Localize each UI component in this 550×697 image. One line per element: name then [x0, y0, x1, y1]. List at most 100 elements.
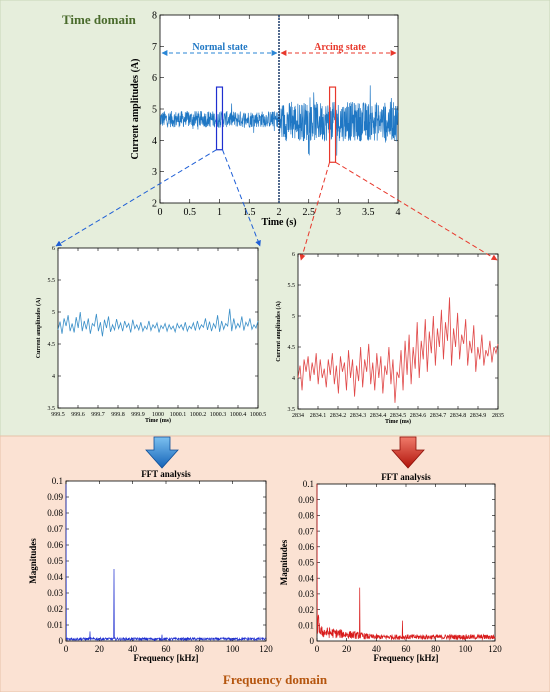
- y-tick-label: 0.1: [52, 476, 63, 486]
- zoom-connector-left: [55, 149, 217, 247]
- x-tick-label: 120: [259, 644, 273, 654]
- y-tick-label: 7: [152, 42, 157, 53]
- y-tick-label: 0.07: [47, 524, 63, 534]
- chart-title: FFT analysis: [381, 472, 431, 482]
- chart-title: FFT analysis: [141, 469, 191, 479]
- x-tick-label: 0: [158, 207, 163, 218]
- red-down-arrow-icon: [391, 436, 425, 469]
- x-tick-label: 2834.9: [470, 413, 487, 419]
- y-axis-label: Current amplitudes (A): [275, 301, 282, 362]
- y-tick-label: 5.5: [48, 278, 56, 284]
- plot-area: [316, 483, 496, 642]
- blue-down-arrow-icon: [145, 436, 179, 469]
- x-tick-label: 40: [128, 644, 138, 654]
- x-tick-label: 2834.5: [390, 413, 407, 419]
- y-tick-label: 6: [292, 252, 295, 258]
- fft-arcing-chart: 0 20 40 60 80 100 120 0 0.01 0.02 0.03 0.04 0.05 0.06…: [279, 472, 502, 663]
- y-tick-label: 0: [310, 636, 315, 646]
- x-tick-label: 999.7: [91, 412, 105, 418]
- x-tick-label: 60: [162, 644, 172, 654]
- x-tick-label: 100: [226, 644, 240, 654]
- x-tick-label: 2834.7: [430, 413, 447, 419]
- x-tick-label: 1000.2: [190, 412, 207, 418]
- x-tick-label: 999.8: [111, 412, 125, 418]
- y-tick-label: 0.04: [47, 572, 63, 582]
- x-tick-label: 1000.1: [170, 412, 187, 418]
- normal-state-label: Normal state: [192, 42, 248, 53]
- y-tick-label: 4: [52, 374, 55, 380]
- y-tick-label: 0.02: [298, 605, 314, 615]
- y-tick-label: 8: [152, 11, 157, 22]
- x-tick-label: 2834.8: [450, 413, 467, 419]
- zoom-connector-left: [299, 162, 331, 261]
- x-tick-label: 0.5: [184, 207, 197, 218]
- series-line: [159, 103, 280, 133]
- y-axis-label: Magnitudes: [279, 539, 289, 585]
- x-tick-label: 2834.4: [370, 413, 387, 419]
- y-tick-label: 0.08: [47, 508, 63, 518]
- x-tick-label: 1000: [152, 412, 164, 418]
- y-tick-label: 4.5: [288, 345, 296, 351]
- y-tick-label: 0.1: [303, 479, 314, 489]
- x-tick-label: 1000.4: [230, 412, 247, 418]
- y-tick-label: 0.03: [47, 588, 63, 598]
- normal-highlight-window: [215, 86, 224, 151]
- frequency-domain-title: Frequency domain: [223, 672, 328, 687]
- y-tick-label: 0.01: [47, 620, 63, 630]
- y-tick-label: 5: [52, 310, 55, 316]
- series-line: [65, 484, 267, 642]
- x-tick-label: 20: [342, 644, 352, 654]
- x-tick-label: 999.6: [71, 412, 85, 418]
- series-line: [316, 483, 496, 641]
- x-tick-label: 1000.5: [250, 412, 267, 418]
- x-tick-label: 60: [402, 644, 412, 654]
- x-axis-label: Frequency [kHz]: [133, 653, 198, 663]
- y-tick-label: 3.5: [48, 406, 56, 412]
- y-tick-label: 4.5: [48, 342, 56, 348]
- y-tick-label: 6: [152, 73, 157, 84]
- x-tick-label: 100: [459, 644, 473, 654]
- x-tick-label: 2.5: [303, 207, 316, 218]
- x-tick-label: 3: [336, 207, 341, 218]
- y-tick-label: 3: [152, 167, 157, 178]
- x-tick-label: 0: [315, 644, 320, 654]
- x-tick-label: 40: [372, 644, 382, 654]
- normal-zoom-chart: 999.5 999.6 999.7 999.8 999.9 1000 1000.1 1000.…: [35, 246, 266, 424]
- x-axis-label: Time (ms): [385, 418, 411, 425]
- plot-area: [297, 253, 499, 410]
- x-tick-label: 2834.6: [410, 413, 427, 419]
- series-line: [278, 85, 399, 156]
- y-tick-label: 0.04: [298, 573, 314, 583]
- x-axis-label: Time (s): [261, 217, 296, 228]
- y-tick-label: 0: [59, 636, 64, 646]
- x-tick-label: 20: [95, 644, 105, 654]
- y-tick-label: 0.09: [47, 492, 63, 502]
- y-tick-label: 0.05: [47, 556, 63, 566]
- x-tick-label: 2834.3: [350, 413, 367, 419]
- x-tick-label: 4: [396, 207, 401, 218]
- y-tick-label: 0.09: [298, 495, 314, 505]
- time-domain-title: Time domain: [62, 12, 137, 27]
- y-tick-label: 0.06: [47, 540, 63, 550]
- x-tick-label: 999.9: [131, 412, 145, 418]
- y-tick-label: 6: [52, 246, 55, 252]
- y-tick-label: 0.07: [298, 526, 314, 536]
- y-tick-label: 2: [152, 199, 157, 210]
- x-tick-label: 2834.1: [310, 413, 327, 419]
- x-tick-label: 1.5: [243, 207, 256, 218]
- x-tick-label: 3.5: [362, 207, 375, 218]
- x-tick-label: 80: [195, 644, 205, 654]
- y-tick-label: 5: [152, 105, 157, 116]
- y-tick-label: 0.01: [298, 620, 314, 630]
- y-tick-label: 4: [292, 376, 295, 382]
- x-tick-label: 80: [431, 644, 441, 654]
- arcing-highlight-window: [328, 86, 337, 163]
- arcing-zoom-chart: 2834 2834.1 2834.2 2834.3 2834.4 2834.5 2834.6…: [275, 252, 504, 425]
- y-tick-label: 3.5: [288, 407, 296, 413]
- x-tick-label: 120: [488, 644, 502, 654]
- y-tick-label: 4: [152, 136, 157, 147]
- x-tick-label: 1: [217, 207, 222, 218]
- y-axis-label: Magnitudes: [28, 538, 38, 584]
- zoom-connector-right: [222, 149, 261, 247]
